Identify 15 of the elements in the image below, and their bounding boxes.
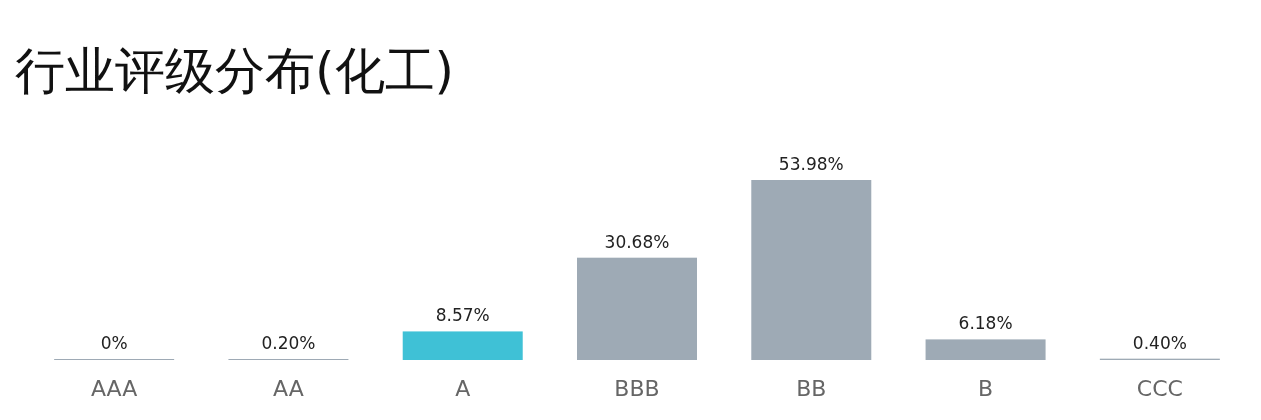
x-tick-label: CCC — [1136, 376, 1183, 401]
data-label: 8.57% — [435, 305, 490, 326]
data-label: 6.18% — [958, 313, 1013, 334]
x-tick-label: BB — [796, 376, 827, 401]
x-tick-label: BBB — [614, 376, 660, 401]
data-label: 53.98% — [778, 154, 844, 174]
x-tick-label: AAA — [90, 376, 138, 401]
data-label: 30.68% — [604, 231, 670, 252]
data-label: 0.20% — [261, 333, 316, 353]
data-label: 0.40% — [1132, 332, 1187, 353]
x-tick-label: A — [455, 376, 471, 401]
title: 行业评级分布(化工) — [15, 42, 454, 100]
x-tick-label: B — [978, 376, 994, 401]
data-label: 0% — [100, 333, 128, 353]
x-tick-label: AA — [273, 376, 304, 401]
